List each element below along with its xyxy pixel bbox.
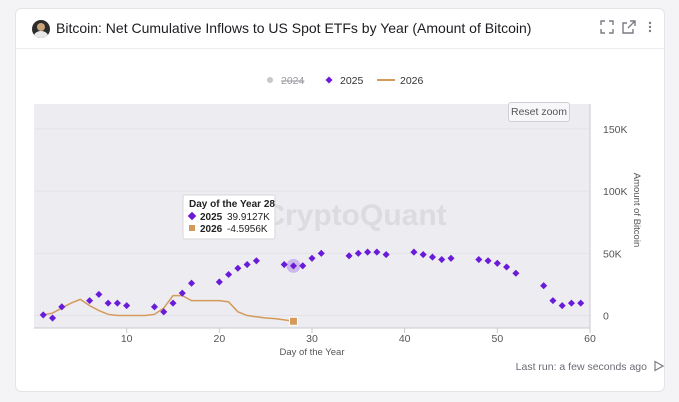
y-axis-title: Amount of Bitcoin bbox=[631, 173, 642, 247]
point-2025[interactable] bbox=[373, 248, 381, 256]
expand-icon[interactable] bbox=[599, 20, 615, 36]
point-2025[interactable] bbox=[280, 260, 288, 269]
tooltip-series-2025: 2025 bbox=[200, 212, 223, 223]
tooltip-box bbox=[182, 194, 276, 240]
x-tick-label: 30 bbox=[306, 333, 318, 345]
legend-marker-2025[interactable] bbox=[325, 76, 333, 84]
point-2025[interactable] bbox=[475, 256, 483, 264]
point-2025[interactable] bbox=[252, 257, 260, 265]
point-2025[interactable] bbox=[48, 314, 57, 322]
more-vertical-icon[interactable] bbox=[642, 20, 658, 36]
point-2025[interactable] bbox=[438, 256, 446, 264]
reset-zoom-button[interactable]: Reset zoom bbox=[508, 102, 570, 122]
x-axis-title: Day of the Year bbox=[280, 347, 345, 358]
point-2025[interactable] bbox=[512, 269, 520, 277]
point-2025[interactable] bbox=[95, 290, 103, 298]
point-2025[interactable] bbox=[160, 308, 168, 316]
point-2025[interactable] bbox=[484, 257, 492, 265]
y-tick-label: 0 bbox=[603, 311, 609, 323]
point-2025[interactable] bbox=[299, 262, 307, 270]
last-run-text: Last run: a few seconds ago bbox=[515, 361, 647, 373]
x-tick-label: 20 bbox=[213, 333, 225, 345]
external-link-icon[interactable] bbox=[621, 20, 637, 36]
point-2025[interactable] bbox=[503, 263, 511, 271]
point-2025[interactable] bbox=[493, 259, 501, 267]
point-2025[interactable] bbox=[289, 262, 298, 270]
tooltip-value-2026: -4.5956K bbox=[227, 224, 268, 235]
watermark-text: CryptoQuant bbox=[263, 199, 446, 232]
play-icon[interactable] bbox=[653, 360, 665, 372]
legend-label-2025[interactable]: 2025 bbox=[340, 75, 364, 87]
plot-area bbox=[34, 104, 590, 328]
point-2025[interactable] bbox=[364, 248, 372, 256]
tooltip-title: Day of the Year 28 bbox=[189, 199, 275, 210]
y-tick-label: 150K bbox=[603, 124, 628, 136]
point-2025[interactable] bbox=[243, 260, 251, 269]
y-tick-label: 100K bbox=[603, 186, 628, 198]
point-2025[interactable] bbox=[113, 299, 121, 307]
point-2025[interactable] bbox=[317, 249, 325, 257]
series-line-2026 bbox=[43, 294, 294, 323]
tooltip-marker-2025 bbox=[187, 211, 197, 221]
point-2025[interactable] bbox=[540, 282, 548, 290]
point-2025[interactable] bbox=[410, 248, 418, 256]
legend-label-2026[interactable]: 2026 bbox=[400, 75, 424, 87]
legend-label-2024[interactable]: 2024 bbox=[281, 75, 305, 87]
point-2025[interactable] bbox=[169, 299, 177, 307]
point-2025[interactable] bbox=[104, 299, 112, 307]
point-2025[interactable] bbox=[86, 297, 94, 305]
card-header: Bitcoin: Net Cumulative Inflows to US Sp… bbox=[16, 9, 664, 49]
x-tick-label: 50 bbox=[491, 333, 503, 345]
hover-marker-2026 bbox=[288, 316, 298, 326]
chart-title: Bitcoin: Net Cumulative Inflows to US Sp… bbox=[56, 20, 532, 36]
x-tick-label: 10 bbox=[121, 333, 133, 345]
point-2025[interactable] bbox=[215, 278, 223, 286]
x-tick-label: 60 bbox=[584, 333, 596, 345]
point-2025[interactable] bbox=[58, 303, 66, 311]
point-2025[interactable] bbox=[567, 299, 576, 307]
author-avatar bbox=[32, 20, 50, 38]
point-2025[interactable] bbox=[39, 311, 47, 319]
point-2025[interactable] bbox=[549, 297, 557, 305]
legend-marker-2024[interactable] bbox=[267, 77, 273, 83]
point-2025[interactable] bbox=[577, 299, 585, 307]
point-2025[interactable] bbox=[558, 302, 566, 310]
point-2025[interactable] bbox=[234, 264, 242, 272]
point-2025[interactable] bbox=[178, 289, 186, 297]
tooltip-series-2026: 2026 bbox=[200, 224, 223, 235]
tooltip-value-2025: 39.9127K bbox=[227, 212, 270, 223]
point-2025[interactable] bbox=[354, 249, 362, 257]
x-tick-label: 40 bbox=[399, 333, 411, 345]
tooltip-marker-2026 bbox=[189, 225, 195, 231]
point-2025[interactable] bbox=[123, 302, 131, 310]
point-2025[interactable] bbox=[150, 303, 159, 311]
point-2025[interactable] bbox=[187, 279, 196, 287]
point-2025[interactable] bbox=[225, 270, 233, 279]
y-tick-label: 50K bbox=[603, 248, 622, 260]
